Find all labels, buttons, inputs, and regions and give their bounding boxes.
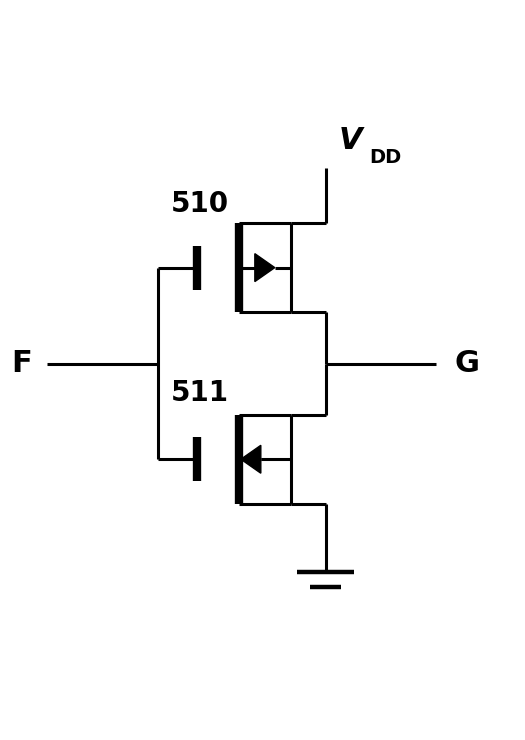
Polygon shape: [255, 254, 275, 282]
Text: 511: 511: [171, 379, 228, 407]
Text: 510: 510: [171, 189, 228, 218]
Polygon shape: [241, 445, 261, 473]
Text: F: F: [10, 349, 31, 378]
Text: G: G: [454, 349, 479, 378]
Text: DD: DD: [369, 148, 401, 166]
Text: V: V: [339, 126, 362, 155]
